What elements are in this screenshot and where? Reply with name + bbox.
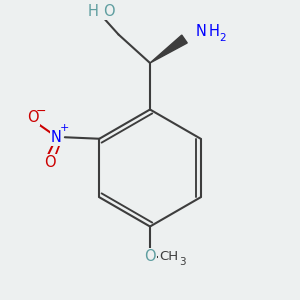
Text: O: O [144,249,156,264]
Text: +: + [60,123,69,133]
Text: O: O [103,4,115,20]
Text: H: H [208,24,219,39]
Text: 3: 3 [179,257,186,267]
Polygon shape [150,35,187,63]
Text: H: H [88,4,98,20]
Text: CH: CH [159,250,178,263]
Text: N: N [196,24,206,39]
Text: N: N [50,130,61,145]
Text: −: − [36,105,47,118]
Text: O: O [28,110,39,125]
Text: O: O [44,155,56,170]
Text: 2: 2 [219,33,226,43]
